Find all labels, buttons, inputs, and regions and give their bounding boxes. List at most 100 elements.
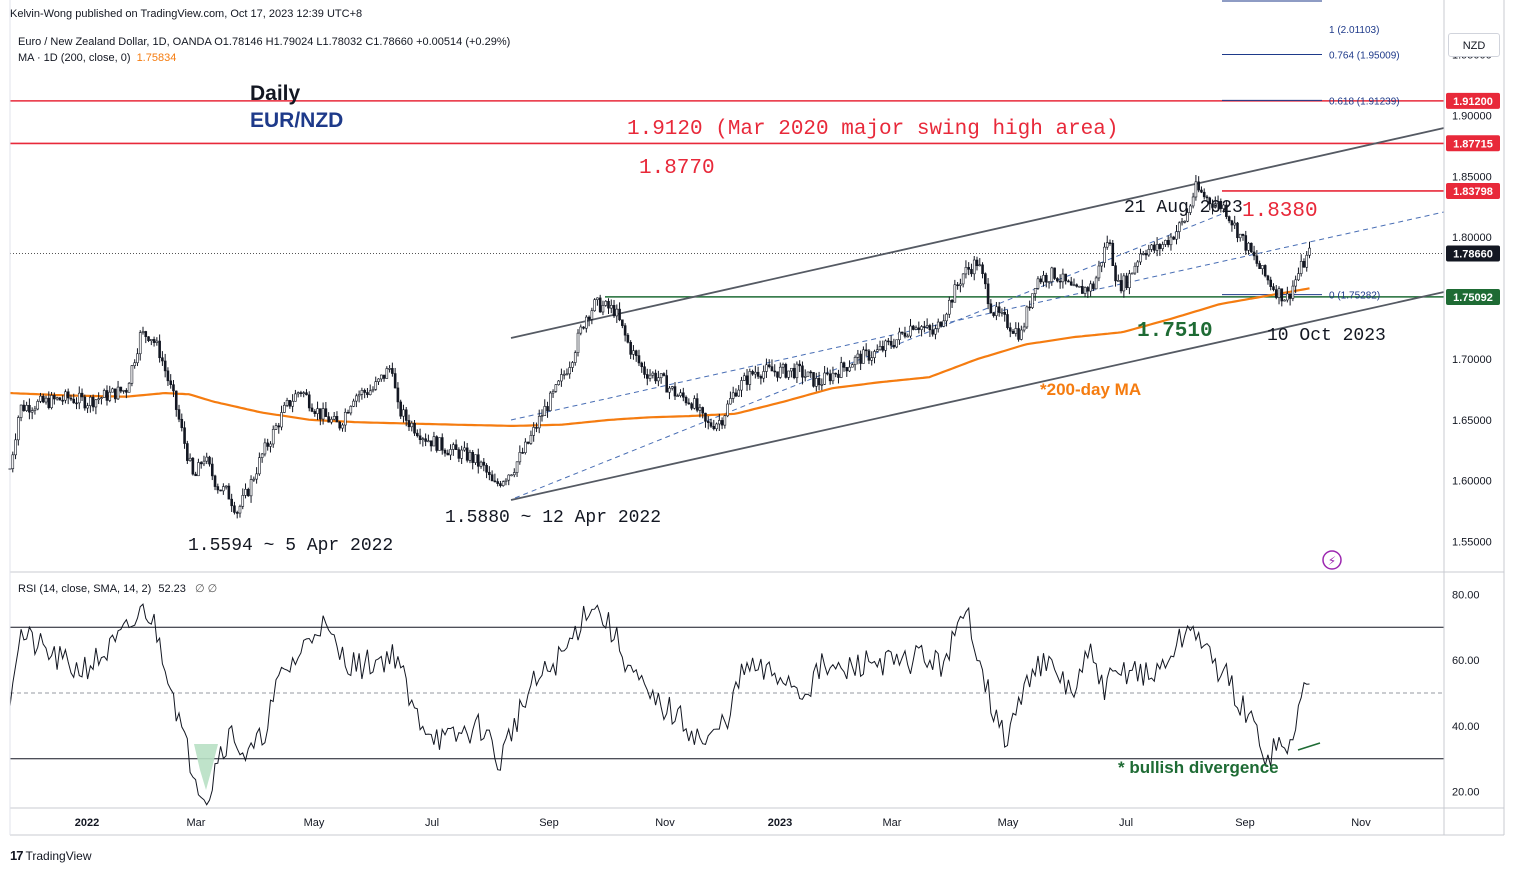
- candle-body: [1158, 244, 1162, 249]
- candle-body: [1280, 288, 1284, 302]
- candle-body: [795, 363, 799, 379]
- candle-body: [867, 350, 871, 361]
- candle-body: [263, 442, 267, 455]
- candle-body: [704, 412, 707, 422]
- time-tick-label: May: [304, 817, 325, 829]
- candle-body: [363, 390, 366, 393]
- candle-body: [673, 386, 677, 397]
- candle-body: [809, 371, 813, 374]
- candle-body: [97, 398, 100, 401]
- ma-legend[interactable]: MA · 1D (200, close, 0) 1.75834: [18, 52, 176, 64]
- candle-body: [155, 340, 159, 343]
- candle-body: [1258, 263, 1261, 270]
- candle-body: [582, 326, 585, 329]
- candle-body: [607, 300, 610, 309]
- candle-body: [374, 381, 378, 390]
- candle-body: [496, 481, 499, 484]
- candle-body: [435, 436, 439, 451]
- candle-body: [537, 415, 541, 429]
- candle-body: [138, 332, 142, 355]
- candle-body: [507, 474, 511, 481]
- candle-body: [133, 362, 136, 366]
- candle-body: [86, 405, 89, 409]
- candle-body: [756, 371, 760, 377]
- candle-body: [410, 422, 414, 428]
- candle-body: [346, 411, 350, 414]
- symbol-line: Euro / New Zealand Dollar, 1D, OANDA O1.…: [18, 36, 511, 48]
- candle-body: [1205, 196, 1209, 199]
- candle-body: [1067, 280, 1070, 283]
- candle-body: [751, 371, 754, 375]
- time-tick-label: Jul: [1119, 817, 1133, 829]
- candle-body: [1227, 216, 1231, 222]
- candle-body: [1236, 222, 1239, 239]
- candle-body: [1183, 220, 1187, 223]
- candle-body: [113, 388, 117, 400]
- candle-body: [884, 340, 887, 351]
- candle-body: [950, 299, 954, 303]
- candle-body: [693, 398, 696, 409]
- candle-body: [379, 374, 383, 380]
- candle-body: [698, 407, 702, 411]
- candle-body: [53, 395, 56, 400]
- axis-layer: 1.550001.600001.650001.700001.750001.800…: [9, 0, 1505, 836]
- candle-body: [1133, 265, 1137, 274]
- candle-body: [540, 415, 544, 417]
- candle-body: [169, 380, 173, 385]
- rsi-legend[interactable]: RSI (14, close, SMA, 14, 2) 52.23 ∅ ∅: [18, 582, 217, 595]
- candle-body: [953, 284, 957, 303]
- fib-label-3: 0 (1.75282): [1329, 291, 1380, 302]
- candle-body: [1302, 261, 1306, 268]
- candle-body: [291, 400, 294, 407]
- candle-body: [524, 441, 527, 453]
- candle-body: [488, 471, 491, 476]
- candle-body: [1153, 244, 1156, 251]
- candle-body: [532, 427, 535, 436]
- candle-body: [817, 378, 821, 386]
- candle-body: [715, 423, 718, 430]
- candle-body: [1078, 285, 1081, 288]
- candle-body: [50, 395, 53, 408]
- rsi-layer: [9, 603, 1321, 806]
- candle-body: [352, 400, 355, 407]
- candle-body: [1086, 287, 1090, 292]
- candle-body: [1130, 272, 1134, 275]
- candle-body: [1189, 205, 1192, 213]
- candle-body: [66, 391, 70, 399]
- candle-body: [981, 264, 984, 274]
- candle-body: [1006, 314, 1009, 328]
- candle-body: [521, 452, 524, 454]
- candle-body: [332, 416, 336, 420]
- candle-body: [269, 443, 272, 447]
- candle-body: [1166, 240, 1170, 246]
- price-tick-label: 1.55000: [1452, 537, 1492, 549]
- candle-body: [111, 388, 114, 393]
- rsi-tick-label: 40.00: [1452, 721, 1480, 733]
- ma-value: 1.75834: [136, 52, 177, 64]
- level-label-1-8770: 1.8770: [639, 157, 715, 180]
- candle-body: [299, 392, 303, 394]
- candle-body: [621, 319, 624, 326]
- candle-body: [413, 422, 416, 434]
- candle-body: [1117, 280, 1120, 282]
- candle-body: [1169, 236, 1173, 246]
- currency-button[interactable]: NZD: [1448, 33, 1500, 57]
- candle-body: [759, 376, 763, 379]
- tradingview-logo[interactable]: 17 TradingView: [10, 848, 92, 863]
- candle-body: [806, 371, 810, 377]
- candle-body: [11, 454, 15, 469]
- candle-body: [609, 305, 613, 309]
- candle-body: [199, 462, 203, 465]
- candle-body: [1247, 242, 1250, 251]
- candle-body: [368, 390, 372, 395]
- candle-body: [14, 439, 17, 456]
- candle-body: [842, 362, 846, 368]
- candle-body: [718, 420, 721, 425]
- candle-body: [682, 392, 685, 398]
- candle-body: [499, 483, 502, 486]
- candle-body: [1042, 275, 1045, 283]
- candle-body: [784, 364, 788, 378]
- candle-body: [130, 365, 134, 384]
- candle-body: [100, 397, 103, 399]
